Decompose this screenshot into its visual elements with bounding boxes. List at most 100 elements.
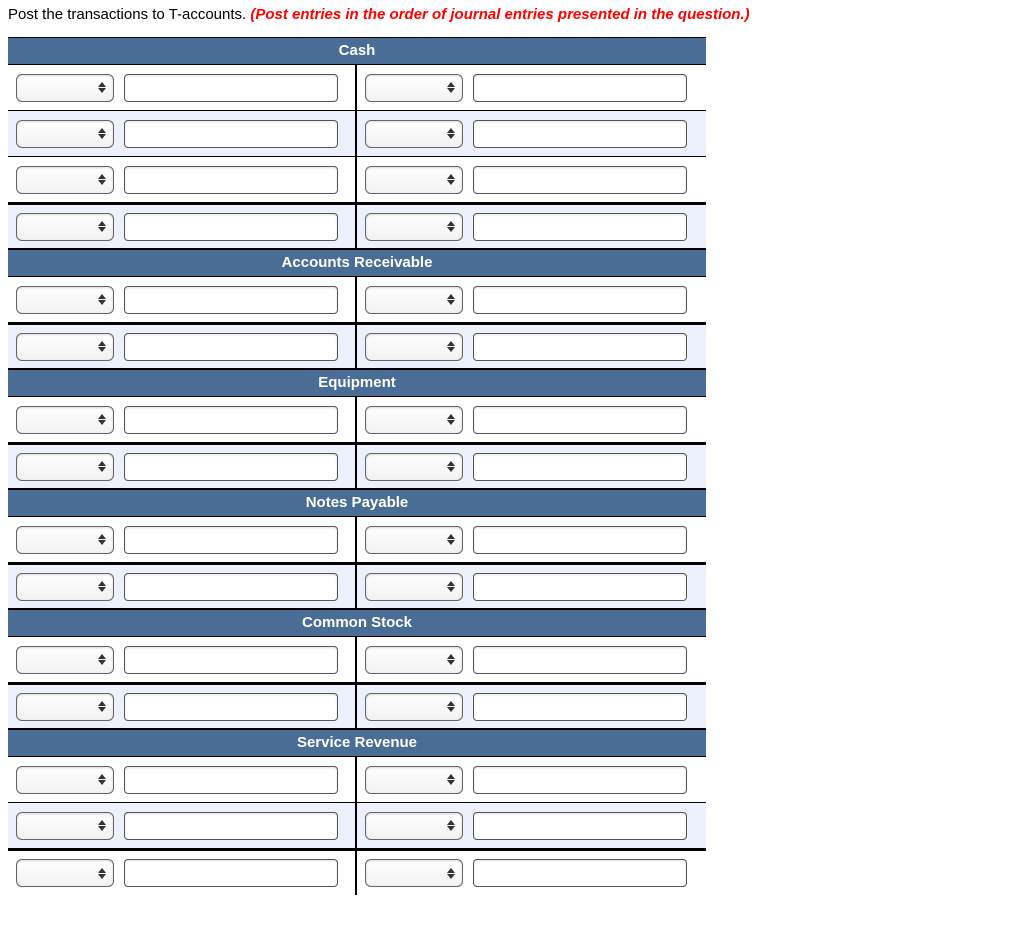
- chevron-up-icon[interactable]: [447, 868, 455, 873]
- chevron-up-icon[interactable]: [98, 701, 106, 706]
- common-stock-r0-left-spin[interactable]: [94, 649, 110, 671]
- chevron-down-icon[interactable]: [98, 826, 106, 831]
- common-stock-sum-left-spin[interactable]: [94, 696, 110, 718]
- equipment-sum-left-spin[interactable]: [94, 456, 110, 478]
- common-stock-sum-left-value-input[interactable]: [124, 693, 338, 721]
- chevron-up-icon[interactable]: [447, 294, 455, 299]
- service-revenue-r1-left-spin[interactable]: [94, 815, 110, 837]
- chevron-down-icon[interactable]: [98, 540, 106, 545]
- chevron-down-icon[interactable]: [447, 780, 455, 785]
- notes-payable-r0-left-spin[interactable]: [94, 529, 110, 551]
- service-revenue-sum-right-spin[interactable]: [443, 862, 459, 884]
- accounts-receivable-r0-left-stepper[interactable]: [16, 286, 114, 314]
- chevron-up-icon[interactable]: [447, 461, 455, 466]
- chevron-down-icon[interactable]: [98, 780, 106, 785]
- accounts-receivable-r0-left-value-input[interactable]: [124, 286, 338, 314]
- cash-r1-right-spin[interactable]: [443, 123, 459, 145]
- chevron-down-icon[interactable]: [98, 134, 106, 139]
- common-stock-sum-left-stepper[interactable]: [16, 693, 114, 721]
- chevron-up-icon[interactable]: [447, 341, 455, 346]
- notes-payable-r0-right-value-input[interactable]: [473, 526, 687, 554]
- chevron-up-icon[interactable]: [98, 820, 106, 825]
- cash-sum-right-stepper[interactable]: [365, 213, 463, 241]
- service-revenue-r0-left-value-input[interactable]: [124, 766, 338, 794]
- equipment-r0-left-value-input[interactable]: [124, 406, 338, 434]
- chevron-down-icon[interactable]: [447, 874, 455, 879]
- service-revenue-r1-right-stepper[interactable]: [365, 812, 463, 840]
- chevron-up-icon[interactable]: [98, 414, 106, 419]
- cash-r2-right-value-input[interactable]: [473, 166, 687, 194]
- notes-payable-sum-right-spin[interactable]: [443, 576, 459, 598]
- chevron-down-icon[interactable]: [98, 347, 106, 352]
- chevron-up-icon[interactable]: [447, 174, 455, 179]
- common-stock-sum-right-spin[interactable]: [443, 696, 459, 718]
- chevron-down-icon[interactable]: [447, 660, 455, 665]
- chevron-up-icon[interactable]: [98, 534, 106, 539]
- cash-r1-left-stepper[interactable]: [16, 120, 114, 148]
- chevron-up-icon[interactable]: [98, 654, 106, 659]
- cash-r2-right-stepper[interactable]: [365, 166, 463, 194]
- notes-payable-r0-left-value-input[interactable]: [124, 526, 338, 554]
- cash-r0-left-stepper[interactable]: [16, 74, 114, 102]
- service-revenue-r0-right-stepper[interactable]: [365, 766, 463, 794]
- chevron-down-icon[interactable]: [447, 587, 455, 592]
- equipment-r0-right-stepper[interactable]: [365, 406, 463, 434]
- equipment-sum-right-value-input[interactable]: [473, 453, 687, 481]
- service-revenue-r0-right-value-input[interactable]: [473, 766, 687, 794]
- notes-payable-sum-right-stepper[interactable]: [365, 573, 463, 601]
- chevron-down-icon[interactable]: [98, 420, 106, 425]
- notes-payable-sum-right-value-input[interactable]: [473, 573, 687, 601]
- chevron-down-icon[interactable]: [98, 227, 106, 232]
- cash-r0-left-value-input[interactable]: [124, 74, 338, 102]
- equipment-r0-right-spin[interactable]: [443, 409, 459, 431]
- service-revenue-r1-left-value-input[interactable]: [124, 812, 338, 840]
- chevron-up-icon[interactable]: [447, 534, 455, 539]
- accounts-receivable-sum-right-value-input[interactable]: [473, 333, 687, 361]
- service-revenue-sum-left-value-input[interactable]: [124, 859, 338, 887]
- chevron-down-icon[interactable]: [98, 88, 106, 93]
- cash-r0-right-value-input[interactable]: [473, 74, 687, 102]
- chevron-down-icon[interactable]: [98, 467, 106, 472]
- common-stock-r0-right-spin[interactable]: [443, 649, 459, 671]
- cash-r2-left-stepper[interactable]: [16, 166, 114, 194]
- chevron-up-icon[interactable]: [98, 774, 106, 779]
- cash-r2-left-spin[interactable]: [94, 169, 110, 191]
- chevron-up-icon[interactable]: [98, 581, 106, 586]
- chevron-up-icon[interactable]: [98, 174, 106, 179]
- chevron-up-icon[interactable]: [447, 654, 455, 659]
- cash-sum-right-spin[interactable]: [443, 216, 459, 238]
- chevron-down-icon[interactable]: [447, 826, 455, 831]
- cash-sum-left-spin[interactable]: [94, 216, 110, 238]
- accounts-receivable-sum-left-stepper[interactable]: [16, 333, 114, 361]
- equipment-sum-right-stepper[interactable]: [365, 453, 463, 481]
- equipment-sum-left-value-input[interactable]: [124, 453, 338, 481]
- service-revenue-r0-left-spin[interactable]: [94, 769, 110, 791]
- chevron-down-icon[interactable]: [447, 227, 455, 232]
- notes-payable-r0-left-stepper[interactable]: [16, 526, 114, 554]
- accounts-receivable-sum-left-value-input[interactable]: [124, 333, 338, 361]
- chevron-down-icon[interactable]: [98, 660, 106, 665]
- cash-r1-right-value-input[interactable]: [473, 120, 687, 148]
- chevron-down-icon[interactable]: [98, 707, 106, 712]
- cash-r0-left-spin[interactable]: [94, 77, 110, 99]
- service-revenue-r1-right-value-input[interactable]: [473, 812, 687, 840]
- accounts-receivable-r0-right-stepper[interactable]: [365, 286, 463, 314]
- notes-payable-sum-left-stepper[interactable]: [16, 573, 114, 601]
- chevron-up-icon[interactable]: [447, 414, 455, 419]
- cash-r0-right-stepper[interactable]: [365, 74, 463, 102]
- service-revenue-sum-right-value-input[interactable]: [473, 859, 687, 887]
- accounts-receivable-r0-right-spin[interactable]: [443, 289, 459, 311]
- chevron-up-icon[interactable]: [98, 128, 106, 133]
- equipment-r0-left-spin[interactable]: [94, 409, 110, 431]
- chevron-up-icon[interactable]: [447, 128, 455, 133]
- chevron-up-icon[interactable]: [98, 221, 106, 226]
- cash-r1-left-value-input[interactable]: [124, 120, 338, 148]
- common-stock-sum-right-value-input[interactable]: [473, 693, 687, 721]
- chevron-down-icon[interactable]: [447, 134, 455, 139]
- accounts-receivable-sum-right-stepper[interactable]: [365, 333, 463, 361]
- service-revenue-r1-right-spin[interactable]: [443, 815, 459, 837]
- chevron-up-icon[interactable]: [98, 868, 106, 873]
- chevron-down-icon[interactable]: [447, 347, 455, 352]
- chevron-up-icon[interactable]: [447, 221, 455, 226]
- common-stock-sum-right-stepper[interactable]: [365, 693, 463, 721]
